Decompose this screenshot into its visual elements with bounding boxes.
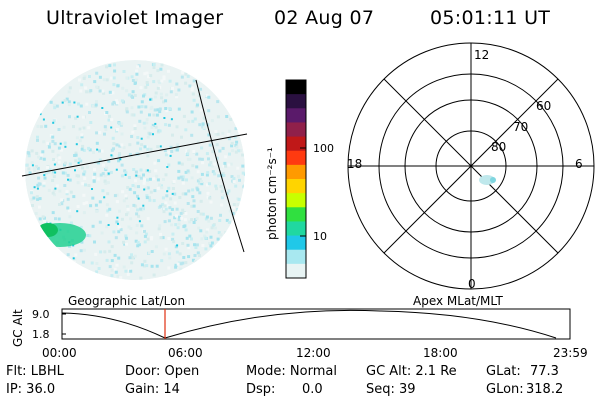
colorbar-band (286, 122, 306, 138)
gc-alt-info: GC Alt: 2.1 Re (366, 364, 457, 379)
ip-info: IP: 36.0 (6, 382, 56, 397)
colorbar-band (286, 80, 306, 95)
polar-aurora-patch (479, 175, 495, 185)
apex-panel-title: Apex MLat/MLT (413, 294, 503, 308)
alt-tick-1-8: 1.8 (32, 328, 50, 341)
xtick-18: 18:00 (423, 346, 458, 360)
uv-image-disk (25, 60, 245, 280)
dsp-value: 0.0 (302, 382, 323, 397)
limb-arc (195, 79, 245, 253)
colorbar-band (286, 207, 306, 222)
colorbar-tick-100: 100 (313, 142, 334, 155)
colorbar-band (286, 94, 306, 109)
mlt-label-6: 6 (575, 157, 583, 171)
colorbar-unit-label: photon cm⁻²s⁻¹ (265, 147, 279, 240)
colorbar (286, 80, 306, 279)
mlt-label-18: 18 (347, 157, 362, 171)
image-speckle (25, 63, 245, 280)
door-info: Door: Open (125, 364, 200, 379)
glon-value: 318.2 (526, 382, 564, 397)
colorbar-band (286, 263, 306, 279)
xtick-12: 12:00 (296, 346, 331, 360)
xtick-00: 00:00 (42, 346, 77, 360)
flt-info: Flt: LBHL (6, 364, 64, 379)
colorbar-band (286, 221, 306, 237)
lat-label-80: 80 (491, 140, 506, 154)
gain-info: Gain: 14 (125, 382, 180, 397)
xtick-06: 06:00 (168, 346, 203, 360)
lat-label-60: 60 (536, 99, 551, 113)
mode-info: Mode: Normal (246, 364, 337, 379)
time-label: 05:01:11 UT (430, 7, 551, 29)
terminator-line (21, 133, 248, 177)
xtick-2359: 23:59 (553, 346, 588, 360)
glon-label: GLon: (486, 382, 524, 397)
colorbar-tick-10: 10 (313, 230, 327, 243)
geo-panel-title: Geographic Lat/Lon (68, 294, 185, 308)
colorbar-band (286, 136, 306, 152)
colorbar-band (286, 164, 306, 180)
seq-info: Seq: 39 (366, 382, 416, 397)
lat-label-70: 70 (513, 120, 528, 134)
mlt-label-12: 12 (474, 48, 489, 62)
date-label: 02 Aug 07 (274, 7, 375, 29)
colorbar-frame (285, 79, 307, 279)
instrument-title: Ultraviolet Imager (46, 7, 224, 29)
altitude-curve (61, 309, 557, 339)
altitude-panel-frame (61, 308, 571, 340)
alt-tick-9: 9.0 (32, 308, 50, 321)
glat-value: 77.3 (530, 364, 559, 379)
colorbar-band (286, 179, 306, 194)
glat-label: GLat: (486, 364, 521, 379)
colorbar-band (286, 235, 306, 251)
colorbar-band (286, 249, 306, 265)
dsp-label: Dsp: (246, 382, 276, 397)
mlt-label-0: 0 (468, 277, 476, 291)
colorbar-band (286, 150, 306, 166)
alt-axis-label: GC Alt (11, 309, 25, 347)
colorbar-band (286, 193, 306, 208)
aurora-core-patch (38, 223, 58, 237)
polar-plot (347, 42, 595, 290)
colorbar-band (286, 108, 306, 123)
